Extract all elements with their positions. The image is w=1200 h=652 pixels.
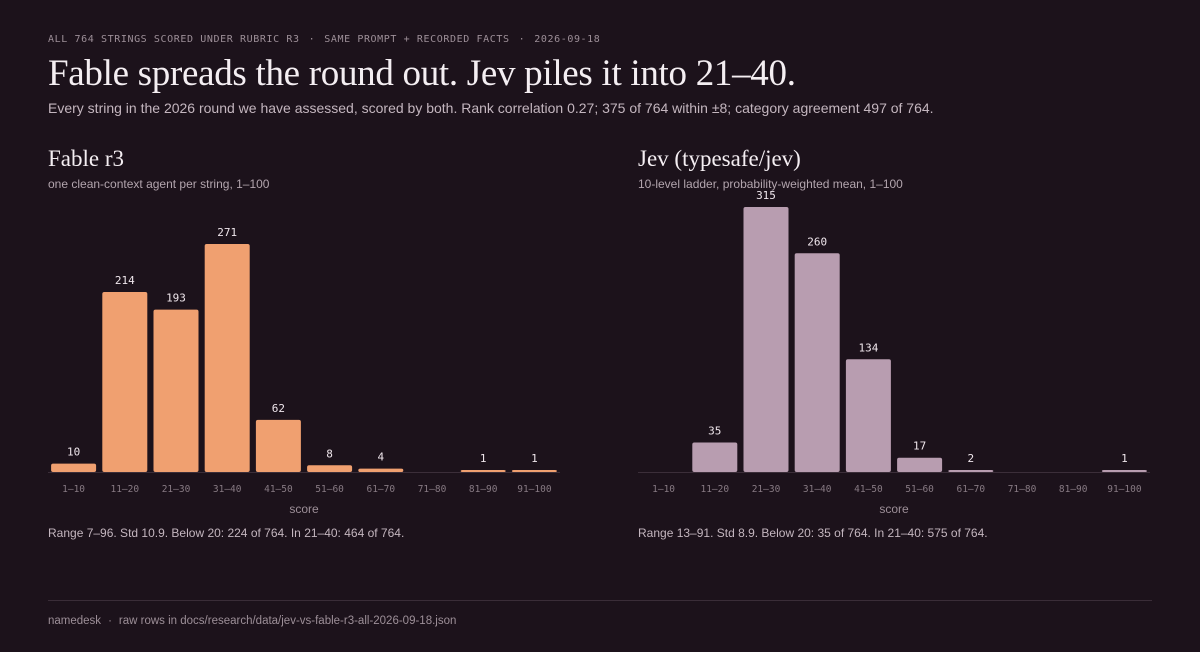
bar-31–40 bbox=[204, 244, 250, 472]
bar-value-label: 4 bbox=[377, 451, 384, 464]
x-tick-label: 1–10 bbox=[652, 484, 675, 495]
x-axis-label: score bbox=[879, 502, 909, 516]
x-axis-label: score bbox=[289, 502, 319, 516]
bar-value-label: 35 bbox=[708, 425, 721, 438]
panel-title: Fable r3 bbox=[48, 146, 125, 171]
footer-separator: · bbox=[108, 615, 112, 627]
x-tick-label: 11–20 bbox=[700, 484, 729, 495]
x-tick-label: 91–100 bbox=[517, 484, 552, 495]
headline: Fable spreads the round out. Jev piles i… bbox=[48, 53, 796, 94]
bar-value-label: 193 bbox=[166, 292, 186, 305]
x-tick-label: 91–100 bbox=[1107, 484, 1142, 495]
bar-value-label: 1 bbox=[1121, 452, 1128, 465]
bar-31–40 bbox=[794, 253, 840, 472]
panel-stats: Range 13–91. Std 8.9. Below 20: 35 of 76… bbox=[638, 526, 988, 540]
bar-value-label: 2 bbox=[967, 452, 974, 465]
kicker-separator: · bbox=[308, 34, 316, 45]
x-tick-label: 21–30 bbox=[752, 484, 781, 495]
panel-stats: Range 7–96. Std 10.9. Below 20: 224 of 7… bbox=[48, 526, 405, 540]
bar-61–70 bbox=[358, 468, 404, 472]
x-tick-label: 21–30 bbox=[162, 484, 191, 495]
panel-subtitle: one clean-context agent per string, 1–10… bbox=[48, 177, 270, 191]
bar-1–10 bbox=[51, 463, 97, 472]
bar-21–30 bbox=[743, 207, 789, 472]
bar-value-label: 1 bbox=[480, 452, 487, 465]
subhead: Every string in the 2026 round we have a… bbox=[48, 100, 934, 116]
bar-41–50 bbox=[845, 359, 891, 472]
bar-value-label: 260 bbox=[807, 235, 827, 248]
footer: namedesk · raw rows in docs/research/data/… bbox=[48, 615, 456, 627]
bar-51–60 bbox=[307, 465, 353, 472]
panel-jev: Jev (typesafe/jev) 10-level ladder, prob… bbox=[638, 146, 1150, 546]
x-tick-label: 51–60 bbox=[905, 484, 934, 495]
bar-91–100 bbox=[511, 470, 557, 472]
bar-value-label: 214 bbox=[115, 274, 135, 287]
x-tick-label: 31–40 bbox=[803, 484, 832, 495]
x-tick-label: 41–50 bbox=[264, 484, 293, 495]
histogram-jev: 1–10 35 11–20 315 21–30 260 31–40 134 41–50 17 51–… bbox=[638, 189, 1150, 516]
bar-41–50 bbox=[255, 419, 301, 472]
footer-note: raw rows in docs/research/data/jev-vs-fa… bbox=[118, 615, 457, 627]
bar-91–100 bbox=[1101, 470, 1147, 472]
kicker-method: SAME PROMPT + RECORDED FACTS bbox=[324, 34, 510, 45]
bar-11–20 bbox=[102, 291, 148, 472]
bar-value-label: 271 bbox=[217, 226, 237, 239]
bar-value-label: 10 bbox=[67, 446, 80, 459]
x-tick-label: 51–60 bbox=[315, 484, 344, 495]
footer-brand: namedesk bbox=[48, 615, 102, 627]
kicker-date: 2026-09-18 bbox=[534, 34, 601, 45]
panel-fable: Fable r3 one clean-context agent per str… bbox=[48, 146, 560, 546]
panel-subtitle: 10-level ladder, probability-weighted me… bbox=[638, 177, 903, 191]
bar-value-label: 315 bbox=[756, 189, 776, 202]
bar-value-label: 17 bbox=[913, 440, 926, 453]
kicker-separator: · bbox=[518, 34, 526, 45]
kicker: ALL 764 STRINGS SCORED UNDER RUBRIC R3 · S… bbox=[48, 34, 600, 45]
x-tick-label: 71–80 bbox=[1008, 484, 1037, 495]
bar-value-label: 1 bbox=[531, 452, 538, 465]
panel-title: Jev (typesafe/jev) bbox=[638, 146, 801, 171]
bar-51–60 bbox=[897, 457, 943, 472]
x-tick-label: 81–90 bbox=[469, 484, 498, 495]
bar-11–20 bbox=[692, 442, 738, 472]
x-tick-label: 1–10 bbox=[62, 484, 85, 495]
bar-61–70 bbox=[948, 470, 994, 472]
x-tick-label: 41–50 bbox=[854, 484, 883, 495]
x-tick-label: 11–20 bbox=[110, 484, 139, 495]
x-tick-label: 81–90 bbox=[1059, 484, 1088, 495]
x-tick-label: 71–80 bbox=[418, 484, 447, 495]
bar-value-label: 62 bbox=[272, 402, 285, 415]
x-tick-label: 31–40 bbox=[213, 484, 242, 495]
bar-value-label: 8 bbox=[326, 447, 333, 460]
bar-value-label: 134 bbox=[858, 341, 878, 354]
kicker-scope: ALL 764 STRINGS SCORED UNDER RUBRIC R3 bbox=[48, 34, 300, 45]
bar-21–30 bbox=[153, 309, 199, 472]
footer-divider bbox=[48, 600, 1152, 601]
x-tick-label: 61–70 bbox=[366, 484, 395, 495]
x-tick-label: 61–70 bbox=[956, 484, 985, 495]
histogram-fable: 10 1–10 214 11–20 193 21–30 271 31–40 62 41–50 8 51… bbox=[48, 226, 560, 516]
bar-81–90 bbox=[460, 470, 506, 472]
